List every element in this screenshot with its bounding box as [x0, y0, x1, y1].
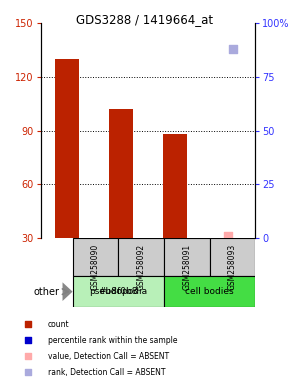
- Text: percentile rank within the sample: percentile rank within the sample: [48, 336, 177, 345]
- Point: [226, 233, 231, 239]
- Bar: [164, 276, 255, 307]
- Bar: [55, 59, 79, 238]
- Bar: [210, 238, 255, 276]
- Text: GSM258092: GSM258092: [137, 244, 146, 290]
- Point: [26, 353, 31, 359]
- Bar: [72, 276, 164, 307]
- Text: GSM258093: GSM258093: [228, 244, 237, 290]
- Text: count: count: [48, 319, 69, 329]
- Bar: [118, 238, 164, 276]
- Point: [168, 13, 173, 20]
- Bar: [163, 134, 187, 238]
- Text: pseudopodia: pseudopodia: [89, 287, 147, 296]
- Point: [230, 46, 235, 52]
- Text: GSM258090: GSM258090: [91, 244, 100, 290]
- Bar: [164, 238, 210, 276]
- Text: other: other: [34, 286, 60, 297]
- Point: [26, 337, 31, 343]
- Text: GSM258091: GSM258091: [182, 244, 191, 290]
- Text: GDS3288 / 1419664_at: GDS3288 / 1419664_at: [77, 13, 213, 26]
- Text: rank, Detection Call = ABSENT: rank, Detection Call = ABSENT: [48, 368, 165, 377]
- Text: value, Detection Call = ABSENT: value, Detection Call = ABSENT: [48, 352, 169, 361]
- Polygon shape: [63, 282, 72, 301]
- Bar: [109, 109, 133, 238]
- Bar: [72, 238, 118, 276]
- Point: [115, 3, 119, 9]
- Text: cell bodies: cell bodies: [185, 287, 234, 296]
- Point: [26, 369, 31, 376]
- Point: [26, 321, 31, 327]
- Text: #b8f0b8: #b8f0b8: [99, 287, 138, 296]
